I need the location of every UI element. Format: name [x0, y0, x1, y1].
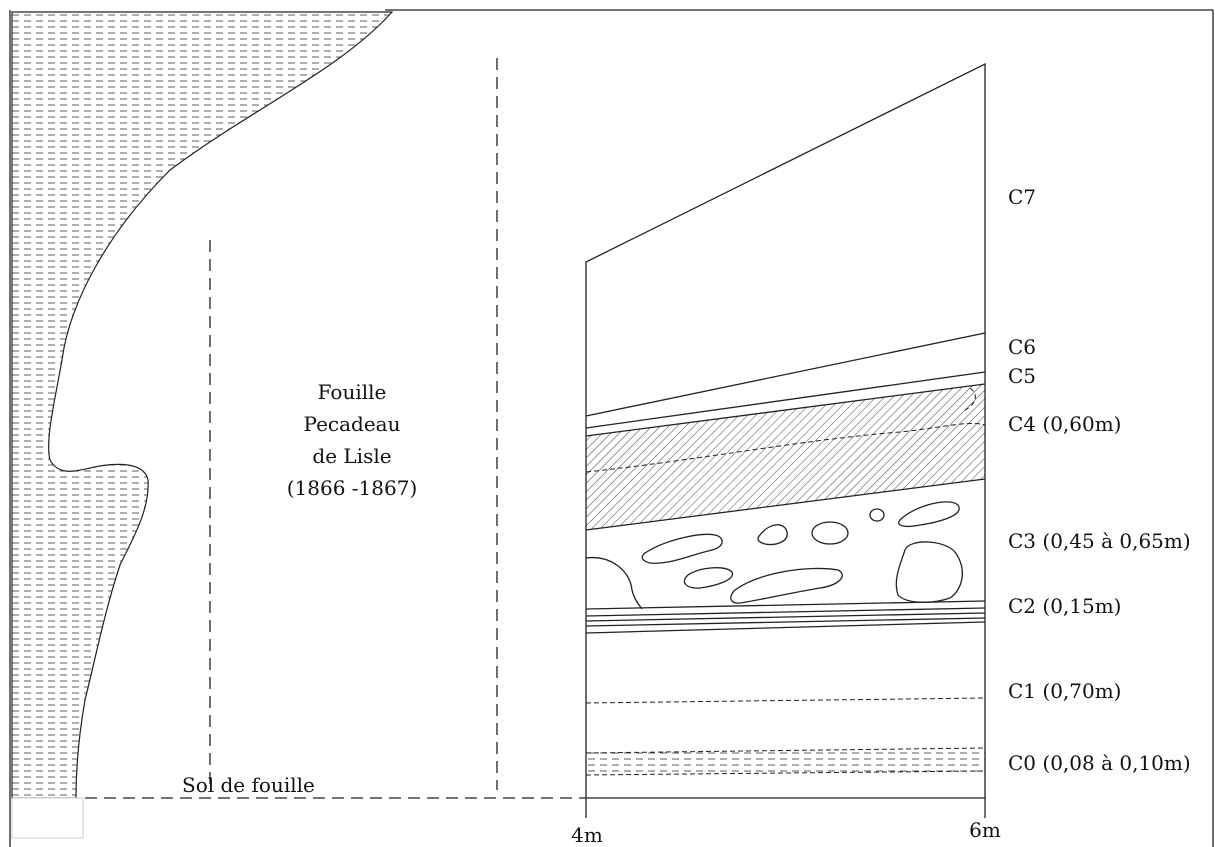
layer-boundary: [585, 621, 986, 634]
lamina: [585, 617, 986, 627]
section-outline: [585, 62, 986, 799]
excavation-label: Fouille: [318, 380, 387, 404]
lamina: [585, 607, 986, 617]
layer-label: C1 (0,70m): [1008, 679, 1122, 703]
layer-label: C5: [1008, 364, 1036, 388]
layer-boundary: [585, 371, 986, 429]
layer-label: C6: [1008, 335, 1036, 359]
layer-boundary: [585, 697, 986, 704]
layer-boundary: [585, 332, 986, 417]
stone-blocks: [585, 501, 963, 610]
excavation-label: de Lisle: [312, 444, 391, 468]
layer-c0-fill: [586, 752, 985, 774]
layer-boundary: [585, 383, 986, 437]
scale-label: 4m: [571, 823, 603, 847]
layer-boundary: [585, 747, 986, 754]
layer-label: C7: [1008, 185, 1036, 209]
rock-wall: [11, 11, 394, 799]
layer-boundary: [585, 770, 986, 776]
layer-sub-boundary: [585, 422, 986, 473]
layer-c4-fill: [586, 384, 985, 530]
scale-label: 6m: [969, 818, 1001, 842]
floor-label: Sol de fouille: [182, 773, 315, 797]
corner-box: [11, 797, 84, 839]
layer-sub-boundary: [964, 387, 976, 411]
layer-label: C0 (0,08 à 0,10m): [1008, 751, 1191, 775]
lamina: [585, 612, 986, 622]
excavation-label: (1866 -1867): [287, 476, 418, 500]
layer-boundary: [585, 600, 986, 610]
layer-boundary: [585, 478, 986, 531]
layer-label: C2 (0,15m): [1008, 594, 1122, 618]
excavation-label: Pecadeau: [304, 412, 401, 436]
layer-label: C4 (0,60m): [1008, 412, 1122, 436]
layer-label: C3 (0,45 à 0,65m): [1008, 529, 1191, 553]
